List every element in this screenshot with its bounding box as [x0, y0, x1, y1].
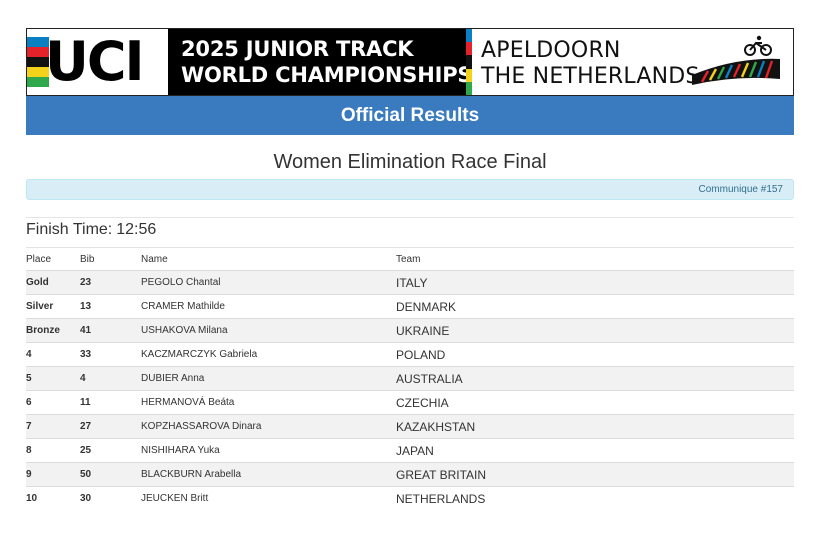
table-row: 5 4 DUBIER Anna AUSTRALIA [26, 366, 794, 391]
rider-name-cell: PEGOLO Chantal [141, 270, 396, 295]
bib-cell: 13 [80, 294, 141, 319]
rider-name-cell: KACZMARCZYK Gabriela [141, 342, 396, 367]
place-cell: Silver [26, 294, 80, 319]
rider-name-cell: HERMANOVÁ Beáta [141, 390, 396, 415]
rider-name-cell: USHAKOVA Milana [141, 318, 396, 343]
uci-logo: UCI [27, 29, 167, 95]
uci-logo-text: UCI [45, 30, 145, 93]
column-header-name: Name [141, 247, 396, 271]
uci-rainbow-stripes [27, 37, 49, 87]
team-cell: AUSTRALIA [396, 366, 794, 391]
table-row: 7 27 KOPZHASSAROVA Dinara KAZAKHSTAN [26, 414, 794, 439]
results-table: Place Bib Name Team Gold 23 PEGOLO Chantal… [26, 247, 794, 510]
bib-cell: 50 [80, 462, 141, 487]
table-header-row: Place Bib Name Team [26, 247, 794, 271]
divider [26, 217, 794, 218]
bib-cell: 41 [80, 318, 141, 343]
place-cell: 4 [26, 342, 80, 367]
table-row: 10 30 JEUCKEN Britt NETHERLANDS [26, 486, 794, 510]
rider-name-cell: CRAMER Mathilde [141, 294, 396, 319]
finish-time-label: Finish Time: [26, 221, 113, 238]
bib-cell: 11 [80, 390, 141, 415]
table-row: Silver 13 CRAMER Mathilde DENMARK [26, 294, 794, 319]
bib-cell: 25 [80, 438, 141, 463]
bib-cell: 27 [80, 414, 141, 439]
rider-name-cell: NISHIHARA Yuka [141, 438, 396, 463]
team-cell: NETHERLANDS [396, 486, 794, 510]
table-row: 6 11 HERMANOVÁ Beáta CZECHIA [26, 390, 794, 415]
team-cell: POLAND [396, 342, 794, 367]
team-cell: KAZAKHSTAN [396, 414, 794, 439]
event-line-1: 2025 JUNIOR TRACK [181, 37, 414, 61]
table-row: Gold 23 PEGOLO Chantal ITALY [26, 270, 794, 295]
column-header-place: Place [26, 247, 80, 271]
column-header-bib: Bib [80, 247, 141, 271]
team-cell: CZECHIA [396, 390, 794, 415]
host-country: THE NETHERLANDS [481, 64, 700, 89]
host-city: APELDOORN [481, 38, 621, 63]
table-row: 4 33 KACZMARCZYK Gabriela POLAND [26, 342, 794, 367]
bib-cell: 4 [80, 366, 141, 391]
rider-name-cell: JEUCKEN Britt [141, 486, 396, 510]
place-cell: Gold [26, 270, 80, 295]
rider-name-cell: DUBIER Anna [141, 366, 396, 391]
team-cell: JAPAN [396, 438, 794, 463]
table-row: 8 25 NISHIHARA Yuka JAPAN [26, 438, 794, 463]
place-cell: Bronze [26, 318, 80, 343]
communique-badge: Communique #157 [26, 179, 794, 200]
event-banner: UCI 2025 JUNIOR TRACK WORLD CHAMPIONSHIP… [26, 28, 794, 96]
event-line-2: WORLD CHAMPIONSHIPS [181, 63, 473, 87]
velodrome-cyclist-icon [692, 35, 780, 85]
place-cell: 7 [26, 414, 80, 439]
place-cell: 10 [26, 486, 80, 510]
race-title: Women Elimination Race Final [273, 151, 547, 173]
rider-name-cell: BLACKBURN Arabella [141, 462, 396, 487]
bib-cell: 23 [80, 270, 141, 295]
place-cell: 5 [26, 366, 80, 391]
table-row: Bronze 41 USHAKOVA Milana UKRAINE [26, 318, 794, 343]
rider-name-cell: KOPZHASSAROVA Dinara [141, 414, 396, 439]
bib-cell: 33 [80, 342, 141, 367]
official-results-header: Official Results [26, 96, 794, 135]
place-cell: 9 [26, 462, 80, 487]
bib-cell: 30 [80, 486, 141, 510]
banner-divider-stripes [466, 29, 472, 95]
finish-time-value: 12:56 [116, 221, 157, 238]
finish-time: Finish Time: 12:56 [26, 221, 160, 239]
table-row: 9 50 BLACKBURN Arabella GREAT BRITAIN [26, 462, 794, 487]
team-cell: ITALY [396, 270, 794, 295]
column-header-team: Team [396, 247, 794, 271]
event-name-block: 2025 JUNIOR TRACK WORLD CHAMPIONSHIPS [168, 29, 473, 95]
team-cell: UKRAINE [396, 318, 794, 343]
place-cell: 8 [26, 438, 80, 463]
team-cell: GREAT BRITAIN [396, 462, 794, 487]
place-cell: 6 [26, 390, 80, 415]
team-cell: DENMARK [396, 294, 794, 319]
